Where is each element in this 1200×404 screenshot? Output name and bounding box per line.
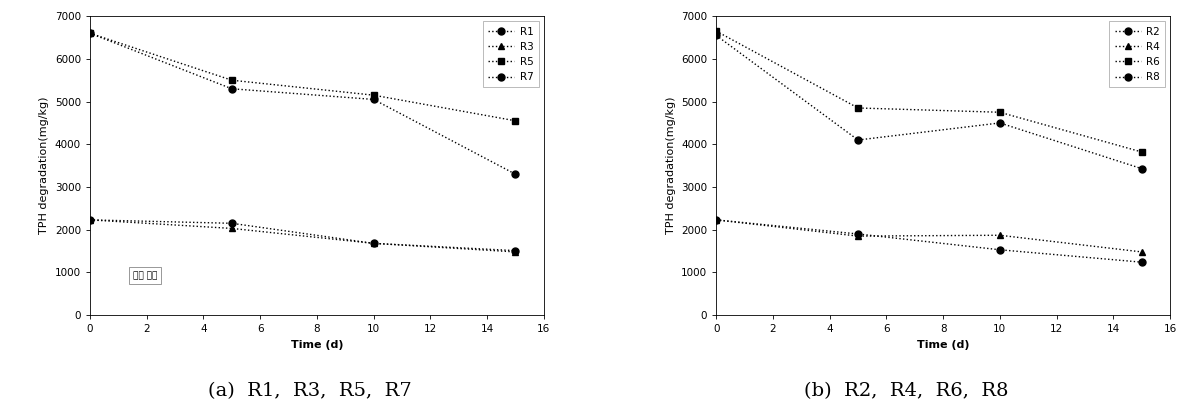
Line: R8: R8 <box>713 217 1145 266</box>
Line: R2: R2 <box>713 32 1145 172</box>
R4 <box>992 233 1007 238</box>
R6 <box>851 105 865 110</box>
Line: R6: R6 <box>713 27 1145 156</box>
R5 <box>83 31 97 36</box>
R8 <box>992 247 1007 252</box>
R5 <box>366 93 380 98</box>
R1 <box>224 86 239 91</box>
Y-axis label: TPH degradation(mg/kg): TPH degradation(mg/kg) <box>666 97 676 234</box>
R3 <box>509 250 523 255</box>
R2 <box>992 120 1007 125</box>
R1 <box>83 31 97 36</box>
R7 <box>224 221 239 226</box>
R1 <box>509 172 523 177</box>
R7 <box>366 241 380 246</box>
R4 <box>1134 250 1148 255</box>
R6 <box>1134 149 1148 154</box>
R5 <box>509 118 523 123</box>
R8 <box>851 231 865 236</box>
Line: R1: R1 <box>86 30 518 178</box>
Line: R3: R3 <box>86 217 518 255</box>
R8 <box>709 217 724 222</box>
R4 <box>709 217 724 222</box>
Text: 그림 범주: 그림 범주 <box>132 271 157 280</box>
R8 <box>1134 260 1148 265</box>
Text: (a)  R1,  R3,  R5,  R7: (a) R1, R3, R5, R7 <box>208 382 412 400</box>
R3 <box>83 217 97 222</box>
R3 <box>224 226 239 231</box>
R3 <box>366 241 380 246</box>
Text: (b)  R2,  R4,  R6,  R8: (b) R2, R4, R6, R8 <box>804 382 1008 400</box>
R7 <box>83 217 97 222</box>
R2 <box>709 33 724 38</box>
R2 <box>851 138 865 143</box>
X-axis label: Time (d): Time (d) <box>917 340 970 350</box>
R5 <box>224 78 239 83</box>
Line: R7: R7 <box>86 217 518 254</box>
Legend: R2, R4, R6, R8: R2, R4, R6, R8 <box>1109 21 1165 87</box>
R4 <box>851 234 865 238</box>
R7 <box>509 248 523 253</box>
X-axis label: Time (d): Time (d) <box>290 340 343 350</box>
R2 <box>1134 166 1148 171</box>
Y-axis label: TPH degradation(mg/kg): TPH degradation(mg/kg) <box>40 97 49 234</box>
Legend: R1, R3, R5, R7: R1, R3, R5, R7 <box>484 21 539 87</box>
Line: R5: R5 <box>86 30 518 124</box>
R6 <box>709 29 724 34</box>
R6 <box>992 110 1007 115</box>
Line: R4: R4 <box>713 217 1145 255</box>
R1 <box>366 97 380 102</box>
